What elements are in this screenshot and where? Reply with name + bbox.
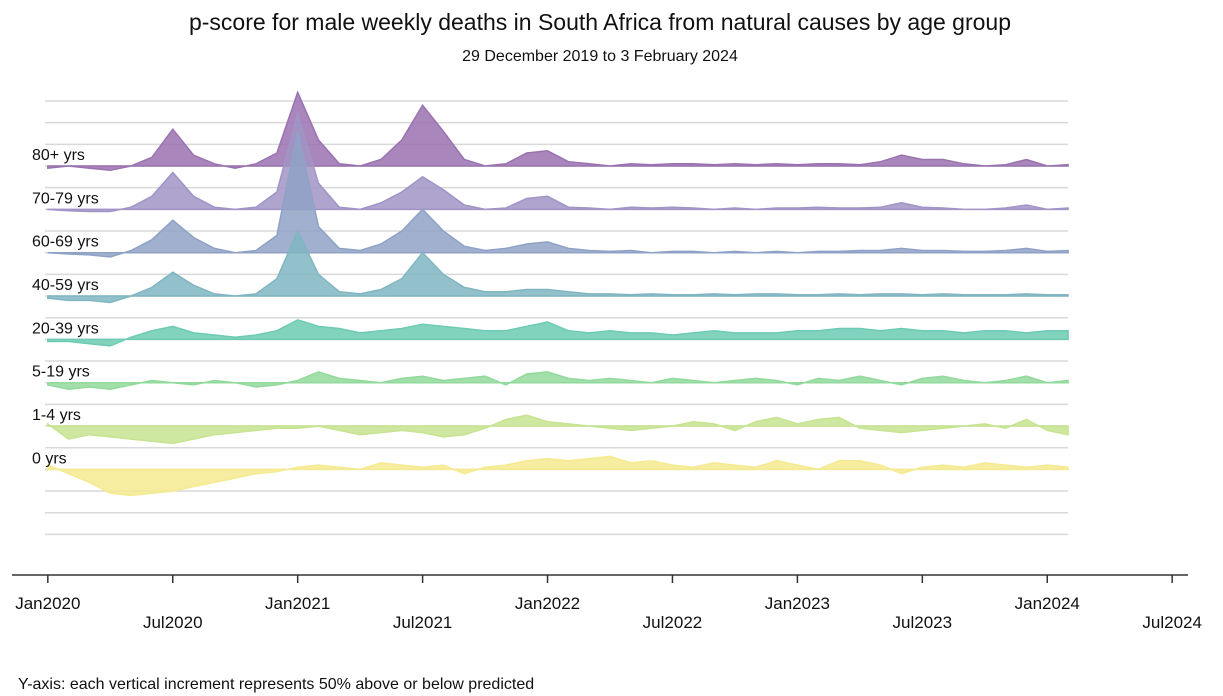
ridge-area	[47, 319, 1069, 347]
x-tick-label: Jan2023	[765, 594, 830, 613]
series-label: 80+ yrs	[32, 147, 85, 164]
series-label: 5-19 yrs	[32, 364, 90, 381]
x-tick-label: Jan2020	[15, 594, 80, 613]
ridge-area	[47, 229, 1069, 304]
ridge-area	[47, 371, 1069, 390]
series-label: 20-39 yrs	[32, 320, 99, 337]
x-tick-label: Jul2023	[893, 613, 953, 632]
ridge-area	[47, 90, 1069, 172]
series-label: 60-69 yrs	[32, 234, 99, 251]
ridge-area	[47, 455, 1069, 497]
series-label: 0 yrs	[32, 450, 67, 467]
x-tick-label: Jan2024	[1015, 594, 1080, 613]
chart-title: p-score for male weekly deaths in South …	[189, 9, 1011, 35]
note: Y-axis: each vertical increment represen…	[18, 676, 534, 693]
series-label: 70-79 yrs	[32, 190, 99, 207]
ridge-area	[47, 414, 1069, 445]
x-tick-label: Jan2022	[515, 594, 580, 613]
x-tick-label: Jul2022	[643, 613, 703, 632]
ridge-area	[47, 131, 1069, 258]
x-tick-label: Jul2024	[1142, 613, 1202, 632]
series-label: 40-59 yrs	[32, 277, 99, 294]
chart-subtitle: 29 December 2019 to 3 February 2024	[462, 48, 738, 65]
x-tick-label: Jul2021	[393, 613, 453, 632]
series-label: 1-4 yrs	[32, 407, 81, 424]
x-tick-label: Jan2021	[265, 594, 330, 613]
x-tick-label: Jul2020	[143, 613, 203, 632]
